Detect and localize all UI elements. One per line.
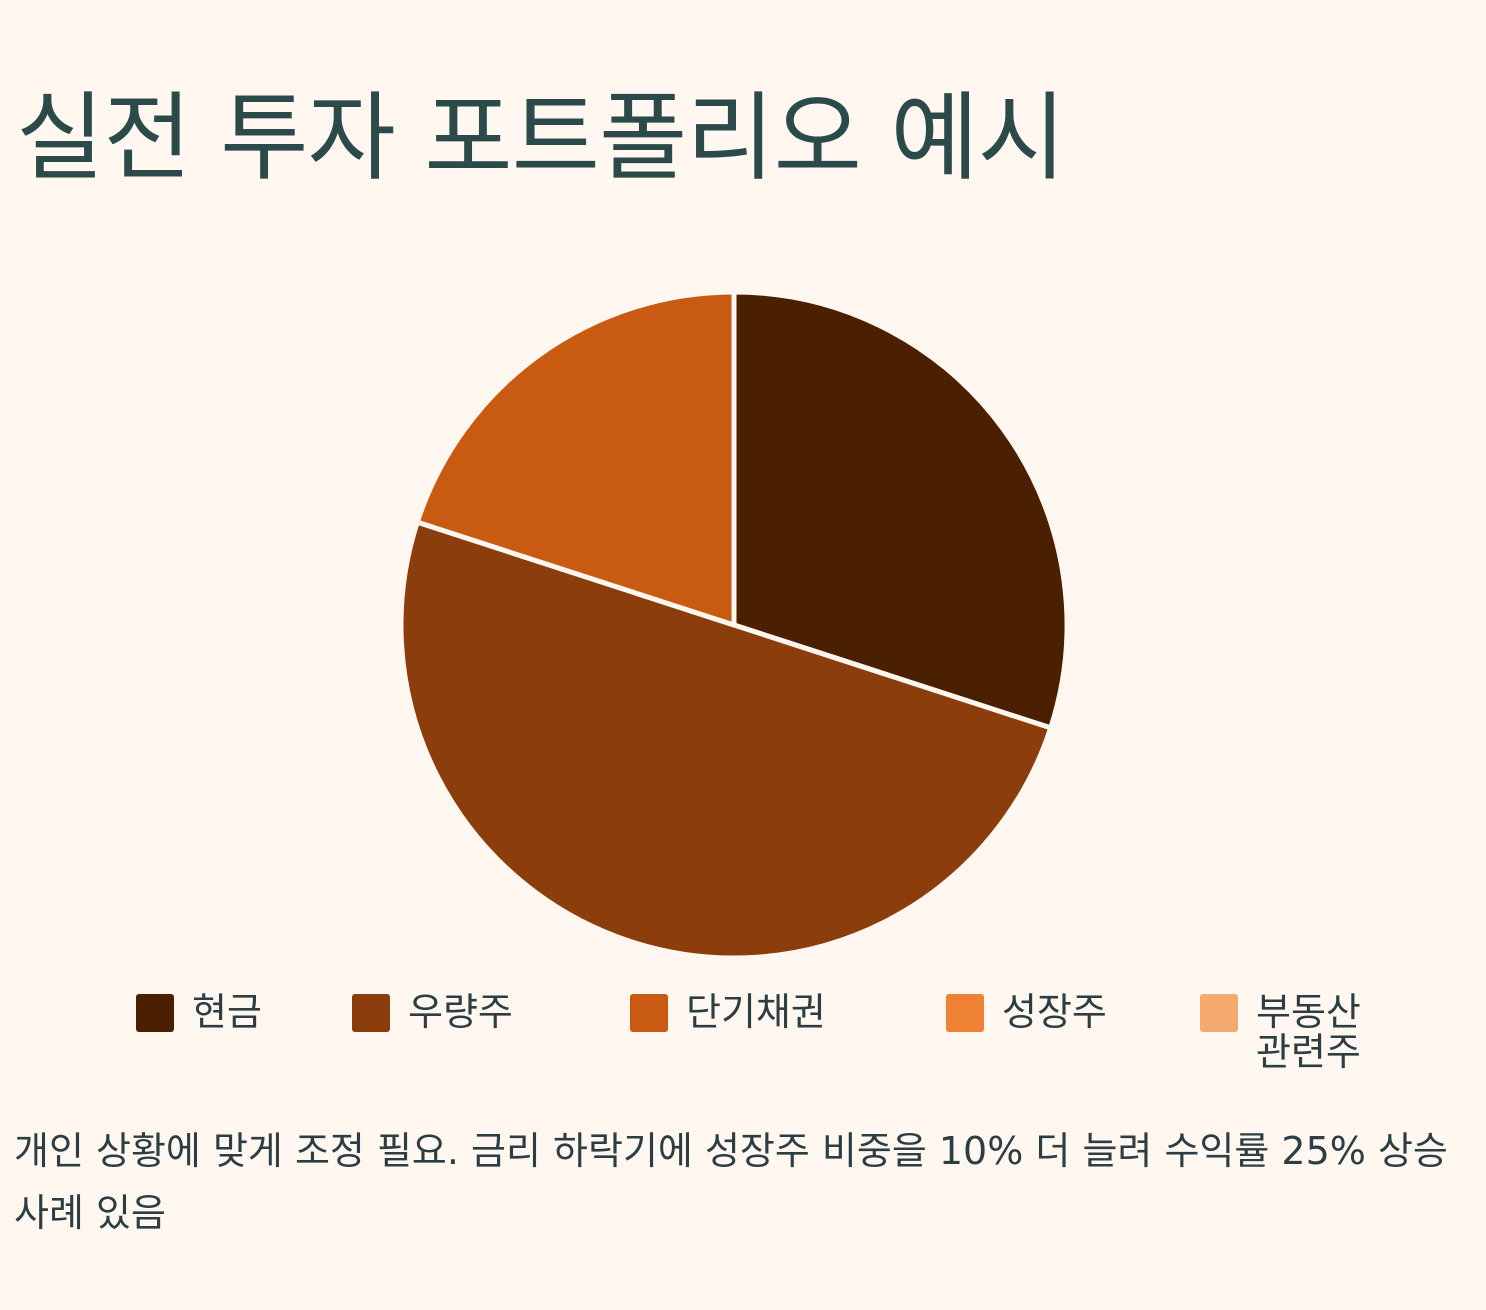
legend-swatch <box>946 994 984 1032</box>
legend-label: 현금 <box>192 990 262 1034</box>
legend-swatch <box>136 994 174 1032</box>
legend-swatch <box>352 994 390 1032</box>
legend-item-growth: 성장주 <box>946 992 1182 1032</box>
legend-label: 부동산 관련주 <box>1256 990 1361 1074</box>
legend-label: 성장주 <box>1002 990 1107 1034</box>
pie-slice-0 <box>731 289 1070 731</box>
pie-slice-1 <box>398 519 1054 960</box>
legend-label: 단기채권 <box>686 990 826 1034</box>
legend-label: 우량주 <box>408 990 513 1034</box>
legend-swatch <box>1200 994 1238 1032</box>
chart-title: 실전 투자 포트폴리오 예시 <box>16 82 1066 194</box>
pie-slice-2 <box>414 289 737 628</box>
legend-item-bluechip: 우량주 <box>352 992 588 1032</box>
legend-item-real-estate: 부동산 관련주 <box>1200 992 1426 1072</box>
legend-item-short-bonds: 단기채권 <box>630 992 866 1032</box>
chart-note: 개인 상황에 맞게 조정 필요. 금리 하락기에 성장주 비중을 10% 더 늘… <box>14 1129 1448 1235</box>
legend-swatch <box>630 994 668 1032</box>
legend-item-cash: 현금 <box>136 992 372 1032</box>
